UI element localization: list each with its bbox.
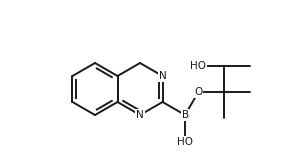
Text: O: O <box>194 88 202 97</box>
Text: HO: HO <box>177 137 193 147</box>
Text: N: N <box>136 110 144 120</box>
Text: N: N <box>159 71 166 81</box>
Text: HO: HO <box>190 61 206 72</box>
Text: B: B <box>182 110 189 120</box>
